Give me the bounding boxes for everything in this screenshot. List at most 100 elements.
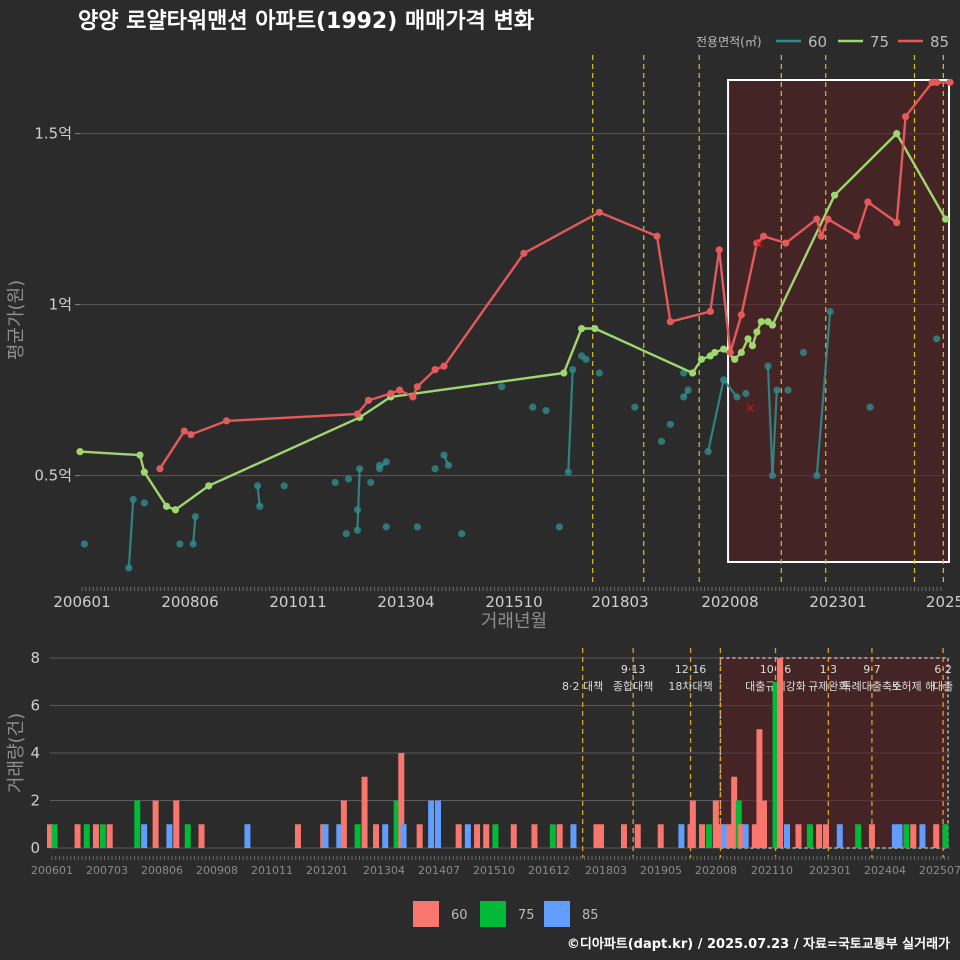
volume-bar-60 [751,824,758,848]
data-point-60 [666,420,674,428]
data-point-75 [205,482,213,490]
volume-bar-60 [510,824,517,848]
x-tick-label: 202301 [809,864,851,877]
data-point-85 [933,78,941,86]
volume-bar-60 [777,658,784,848]
series-segment-60 [771,390,778,476]
x-tick-label: 201201 [306,864,348,877]
volume-bar-60 [657,824,664,848]
data-point-60 [799,348,808,357]
legend-label-60: 60 [808,33,827,51]
x-tick-label: 200601 [31,864,73,877]
volume-bar-60 [398,753,405,848]
data-point-85 [753,239,761,247]
data-point-60 [191,513,200,521]
data-point-85 [156,465,164,473]
volume-bar-85 [783,824,790,848]
volume-bar-60 [795,824,802,848]
series-segment-60 [192,516,197,545]
volume-bar-75 [51,824,58,848]
data-point-85 [180,427,188,435]
x-tick-label: 201304 [377,593,434,611]
volume-bar-60 [106,824,113,848]
volume-bar-60 [910,824,917,848]
event-date: 9·7 [863,663,881,676]
volume-bar-60 [198,824,205,848]
volume-bar-60 [92,824,99,848]
volume-bar-60 [340,800,347,848]
data-point-85 [853,232,861,240]
data-point-60 [253,482,262,490]
volume-bar-85 [322,824,329,848]
data-point-85 [782,239,790,247]
data-point-75 [757,318,765,326]
series-segment-60 [766,366,774,476]
data-point-60 [555,523,563,531]
data-point-60 [542,407,550,415]
volume-bar-75 [83,824,90,848]
data-point-75 [171,506,180,514]
volume-bar-75 [354,824,361,848]
x-tick-label: 200703 [86,864,128,877]
cancelled-mark: × [754,237,765,252]
data-point-60 [256,502,264,510]
data-point-85 [817,232,825,240]
data-point-85 [893,218,901,227]
volume-bar-60 [933,824,940,848]
data-point-75 [162,502,171,510]
data-point-75 [591,324,599,333]
legend-label-60: 60 [451,908,468,923]
data-point-85 [946,78,954,86]
volume-bar-60 [173,800,180,848]
x-tick-label: 201510 [485,593,542,611]
series-segment-60 [356,468,361,531]
volume-bar-60 [361,776,368,848]
legend-label-85: 85 [930,33,949,51]
volume-bar-75 [806,824,813,848]
series-segment-60 [707,379,725,452]
data-point-60 [866,403,874,411]
data-point-75 [737,348,745,357]
data-point-60 [720,376,728,384]
data-point-75 [140,468,148,476]
volume-bar-85 [400,824,407,848]
data-point-85 [222,417,231,425]
data-point-75 [720,345,728,353]
volume-bar-60 [731,776,738,848]
data-point-75 [711,348,719,357]
volume-bar-60 [474,824,481,848]
data-point-60 [342,530,350,538]
x-tick-label: 201407 [418,864,460,877]
legend-swatch-60 [413,901,439,927]
data-point-60 [189,540,197,548]
y-tick-label: 0.5억 [34,467,72,485]
data-point-85 [395,386,404,394]
series-segment-60 [815,311,832,476]
data-point-85 [520,249,528,257]
data-point-85 [653,232,661,240]
volume-bar-85 [464,824,471,848]
data-point-60 [382,523,390,531]
data-point-85 [440,362,448,370]
data-point-60 [742,389,750,398]
data-point-75 [748,342,757,350]
volume-bar-60 [712,800,719,848]
data-point-60 [704,448,712,456]
data-point-85 [902,112,910,121]
series-segment-60 [567,369,574,473]
volume-bar-60 [373,824,380,848]
data-point-60 [733,393,741,401]
price-chart: 0.5억 1억 1.5억 200601 200806 201011 201304 201510… [6,55,960,632]
x-tick-label: 201304 [363,864,405,877]
legend-label-75: 75 [518,908,535,923]
data-point-60 [631,403,639,411]
series-segment-60 [722,379,738,398]
volume-bar-75 [393,800,400,848]
volume-bar-60 [868,824,875,848]
x-tick-label: 202404 [864,864,906,877]
volume-bar-75 [903,824,910,848]
volume-bar-60 [47,824,53,848]
volume-bar-85 [428,800,435,848]
